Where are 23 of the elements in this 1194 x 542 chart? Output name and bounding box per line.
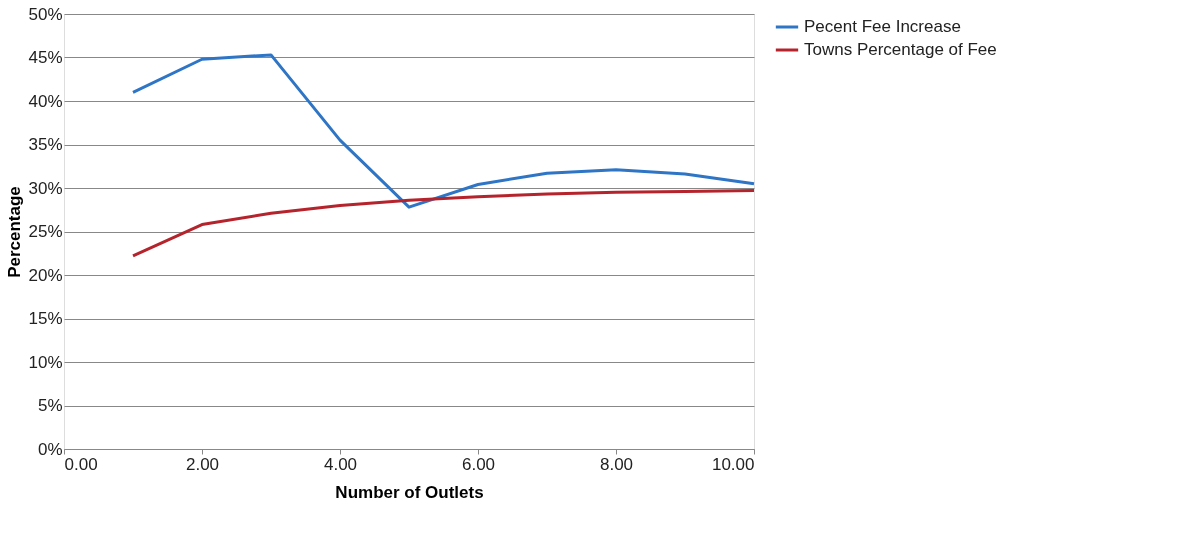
y-tick-label: 25%: [28, 222, 63, 241]
line-series: [131, 189, 756, 258]
y-tick-label: 15%: [28, 309, 63, 328]
x-axis-title: Number of Outlets: [335, 482, 484, 502]
y-tick-label: 5%: [37, 396, 63, 415]
x-tick-label: 4.00: [323, 454, 358, 474]
x-tick-label: 6.00: [461, 454, 496, 474]
y-tick-label: 50%: [28, 4, 63, 24]
y-tick-label: 35%: [28, 135, 63, 154]
y-axis-title: Percentage: [5, 186, 25, 278]
line-series: [131, 53, 756, 209]
y-tick-label: 0%: [37, 439, 63, 459]
x-tick-label: 0.00: [64, 454, 98, 474]
y-tick-label: 40%: [28, 91, 63, 111]
x-tick-label: 10.00: [711, 454, 755, 474]
y-tick-label: 10%: [28, 352, 63, 372]
y-tick-label: 30%: [28, 178, 63, 198]
x-tick-label: 8.00: [599, 454, 634, 474]
y-tick-label: 45%: [28, 48, 63, 67]
y-tick-label: 20%: [28, 265, 63, 285]
legend-label: Towns Percentage of Fee: [804, 40, 997, 59]
x-tick-label: 2.00: [185, 454, 220, 474]
legend-label: Pecent Fee Increase: [804, 17, 961, 36]
